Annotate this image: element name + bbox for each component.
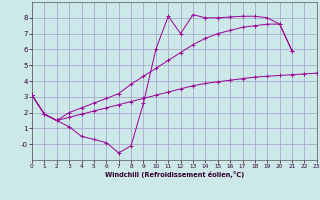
X-axis label: Windchill (Refroidissement éolien,°C): Windchill (Refroidissement éolien,°C) bbox=[105, 171, 244, 178]
